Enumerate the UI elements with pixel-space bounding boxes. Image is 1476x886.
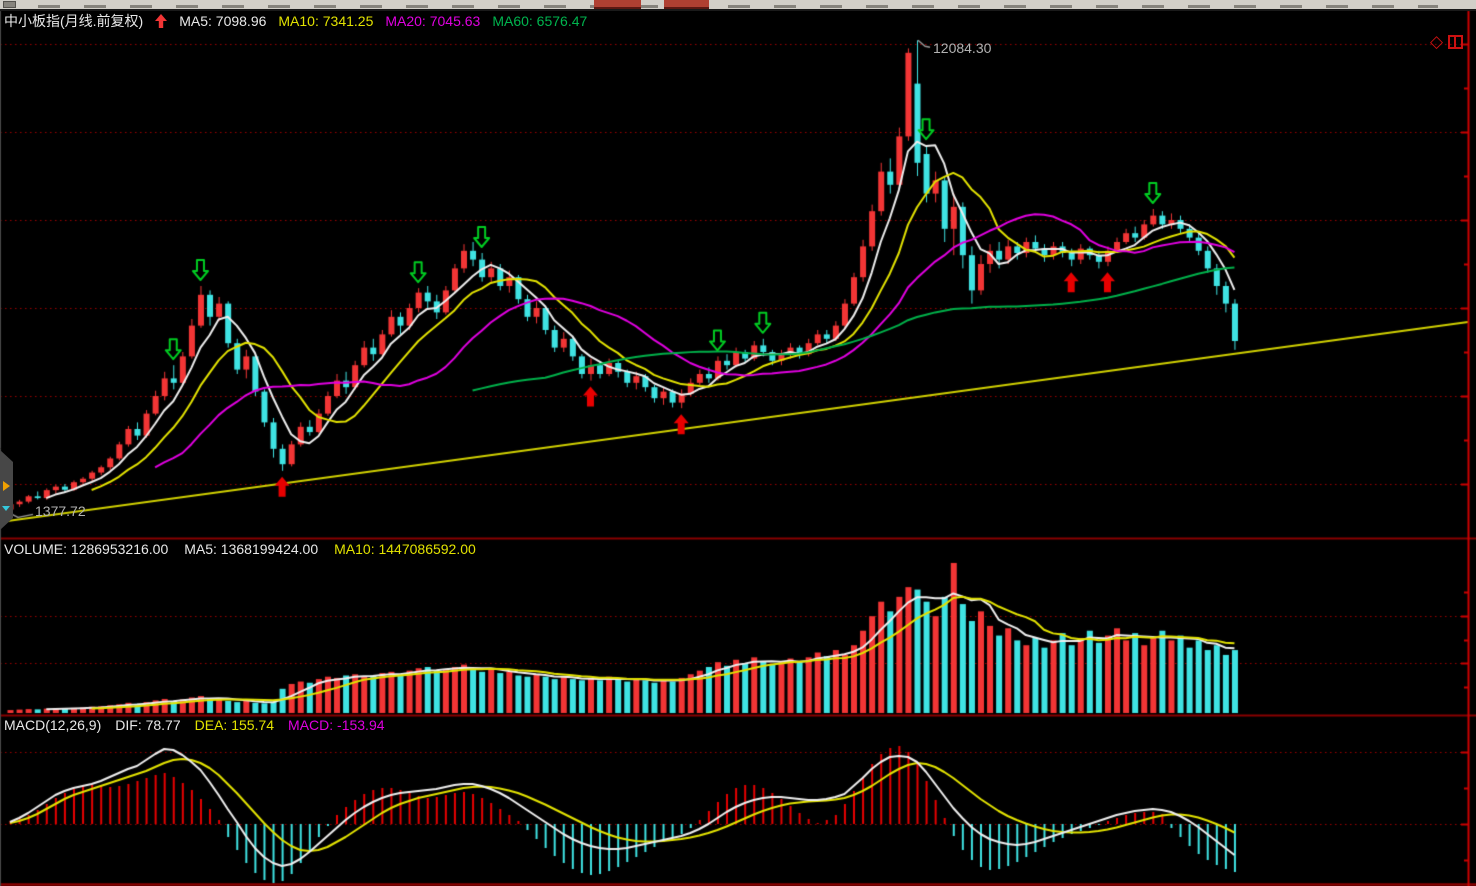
window-icon[interactable] xyxy=(3,1,16,8)
buy-button-stub[interactable] xyxy=(594,0,641,9)
instrument-title[interactable]: 中小板指(月线.前复权) xyxy=(4,13,144,29)
split-window-icon[interactable] xyxy=(1448,34,1464,49)
drawer-collapse-icon[interactable] xyxy=(2,506,10,511)
ma20-readout: MA20: 7045.63 xyxy=(385,13,481,29)
volume-readout: VOLUME: 1286953216.00 xyxy=(4,541,169,557)
ma5-readout: MA5: 7098.96 xyxy=(179,13,267,29)
low-price-annotation: 1377.72 xyxy=(35,503,86,519)
menu-bar xyxy=(0,0,1476,11)
macd-panel-header: MACD(12,26,9) DIF: 78.77 DEA: 155.74 MAC… xyxy=(4,717,385,733)
volume-ma5-readout: MA5: 1368199424.00 xyxy=(184,541,319,557)
sell-button-stub[interactable] xyxy=(664,0,709,9)
menu-text-remnant xyxy=(38,5,1438,8)
price-up-arrow-icon xyxy=(155,13,168,31)
drawer-expand-icon[interactable] xyxy=(3,481,10,491)
main-chart-header: 中小板指(月线.前复权) MA5: 7098.96 MA10: 7341.25 … xyxy=(4,13,587,31)
diamond-icon[interactable]: ◇ xyxy=(1430,32,1444,51)
chart-corner-tools: ◇ xyxy=(1430,32,1464,51)
high-price-annotation: 12084.30 xyxy=(933,40,992,56)
ma60-readout: MA60: 6576.47 xyxy=(492,13,588,29)
macd-readout: MACD: -153.94 xyxy=(288,717,385,733)
volume-panel-header: VOLUME: 1286953216.00 MA5: 1368199424.00… xyxy=(4,541,476,557)
ma10-readout: MA10: 7341.25 xyxy=(278,13,374,29)
dea-readout: DEA: 155.74 xyxy=(194,717,275,733)
macd-indicator-name[interactable]: MACD(12,26,9) xyxy=(4,717,102,733)
volume-ma10-readout: MA10: 1447086592.00 xyxy=(334,541,476,557)
dif-readout: DIF: 78.77 xyxy=(115,717,181,733)
sidebar-drawer-handle[interactable] xyxy=(0,450,13,530)
